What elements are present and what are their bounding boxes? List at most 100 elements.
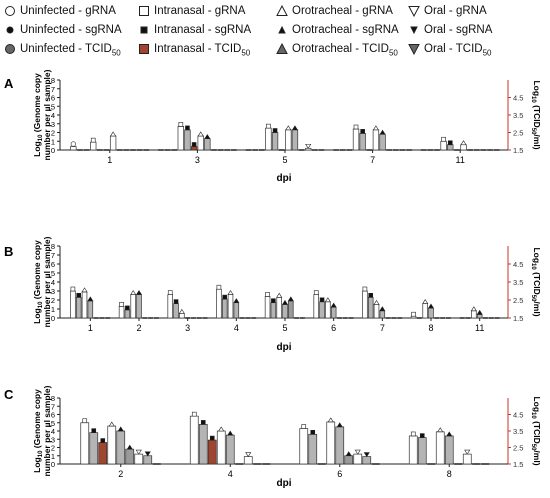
data-point (227, 430, 234, 436)
bar (198, 424, 208, 465)
data-point (301, 424, 307, 429)
right-tick-label: 3.5 (513, 278, 523, 287)
bar (184, 129, 191, 151)
bar (471, 310, 477, 319)
data-point (464, 449, 471, 455)
legend-label: Uninfected - sgRNA (20, 24, 122, 36)
bar (335, 426, 345, 465)
right-tick-label: 1.5 (513, 146, 523, 155)
left-tick-label: 8 (51, 76, 55, 85)
data-point (353, 124, 359, 130)
data-point (363, 452, 370, 458)
bar (367, 296, 374, 319)
data-point (470, 306, 477, 312)
left-tick-label: 0 (51, 460, 55, 469)
bar (89, 432, 99, 465)
y-axis-label-left-line2: number per µl sample) (42, 236, 52, 327)
data-point (204, 134, 211, 139)
bar (118, 305, 125, 319)
bar (70, 146, 77, 151)
bar (447, 144, 454, 151)
right-tick-label: 1.5 (513, 314, 523, 323)
data-point (222, 294, 228, 300)
bar (265, 127, 272, 151)
bar (408, 435, 418, 465)
legend-label: Oral - gRNA (424, 5, 487, 17)
data-point (200, 420, 206, 425)
bar (319, 301, 325, 319)
data-point (125, 305, 130, 311)
bar (130, 294, 136, 319)
filled-small-down-triangle-icon (410, 26, 418, 35)
bar (124, 309, 131, 319)
data-point (446, 431, 453, 437)
bar (80, 422, 90, 465)
data-point (313, 290, 319, 295)
bar (476, 314, 483, 319)
x-axis-label: dpi (277, 173, 292, 184)
filled-small-circle-icon (6, 26, 14, 34)
bar (173, 303, 179, 319)
data-point (360, 129, 365, 134)
data-point (135, 449, 142, 455)
left-tick-label: 8 (51, 394, 55, 403)
data-point (362, 286, 368, 292)
bar (98, 442, 108, 465)
x-tick-label: 11 (475, 323, 484, 333)
bar (379, 310, 386, 319)
data-point (173, 299, 179, 304)
x-tick-label: 1 (107, 155, 112, 165)
data-point (209, 435, 215, 441)
bar (197, 135, 204, 151)
data-point (291, 125, 298, 131)
data-point (287, 296, 294, 302)
bar (462, 453, 472, 465)
bar (75, 296, 82, 319)
brown-square-icon (139, 44, 149, 54)
bar (87, 300, 94, 319)
left-tick-label: 5 (51, 102, 55, 111)
legend-label: Oral - sgRNA (424, 24, 493, 36)
bar (440, 140, 447, 151)
bar (107, 425, 117, 465)
bar (435, 431, 445, 465)
data-point (372, 125, 379, 131)
bar (116, 430, 126, 465)
x-tick-label: 6 (331, 323, 336, 333)
data-point (218, 426, 225, 432)
legend-label: Orotracheal - sgRNA (292, 24, 399, 36)
x-tick-label: 2 (118, 469, 123, 479)
panel-letter: C (4, 387, 14, 402)
y-axis-label-left-line2: number per µl sample) (42, 385, 52, 476)
right-tick-label: 3.5 (513, 111, 523, 120)
data-point (272, 128, 278, 133)
bar (233, 302, 240, 319)
left-tick-label: 0 (51, 314, 55, 323)
left-tick-label: 1 (51, 137, 55, 146)
x-tick-label: 4 (228, 469, 233, 479)
x-tick-label: 5 (282, 323, 287, 333)
legend-label: Intranasal - TCID50 (154, 43, 251, 58)
left-tick-label: 7 (51, 85, 55, 94)
left-tick-label: 6 (51, 94, 55, 103)
data-point (319, 297, 325, 303)
bar (313, 294, 319, 319)
bar (270, 302, 277, 319)
y-axis-label-right: Log10 (TCID50/ml) (530, 80, 542, 149)
x-tick-label: 8 (447, 469, 452, 479)
data-point (476, 309, 483, 315)
bar (326, 421, 336, 465)
data-point (87, 296, 94, 302)
legend: Uninfected - gRNA Intranasal - gRNA Orotra… (0, 0, 550, 64)
hollow-down-triangle-icon (408, 6, 420, 17)
bar (134, 453, 144, 465)
data-point (427, 303, 435, 309)
bar (428, 307, 434, 319)
right-tick-label: 2.5 (513, 129, 523, 138)
bar (81, 291, 88, 319)
bar (136, 294, 142, 319)
bar (227, 294, 234, 319)
legend-label: Intranasal - gRNA (154, 5, 246, 17)
x-tick-label: 3 (185, 323, 190, 333)
bar (189, 415, 199, 465)
